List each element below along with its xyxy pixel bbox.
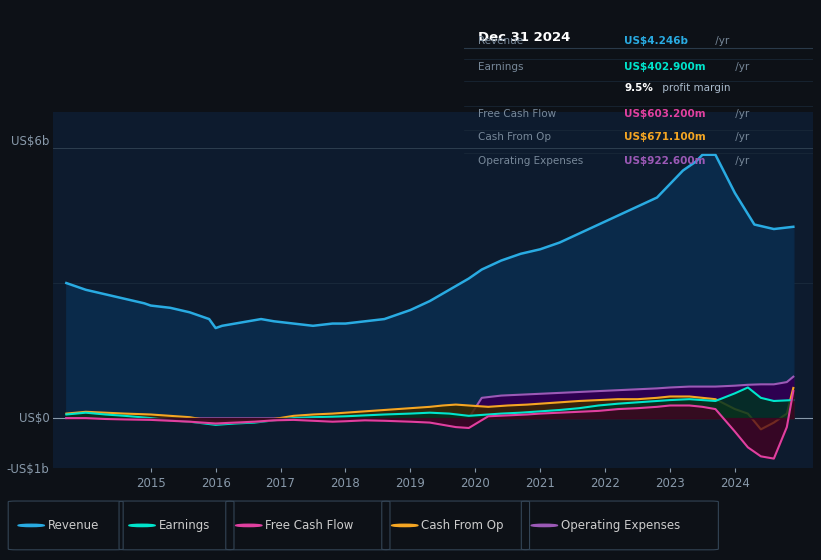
Text: US$671.100m: US$671.100m bbox=[624, 132, 706, 142]
Text: profit margin: profit margin bbox=[659, 83, 731, 94]
Text: Earnings: Earnings bbox=[158, 519, 210, 532]
Text: US$603.200m: US$603.200m bbox=[624, 109, 706, 119]
Circle shape bbox=[531, 524, 557, 526]
Text: Free Cash Flow: Free Cash Flow bbox=[478, 109, 556, 119]
Text: Cash From Op: Cash From Op bbox=[421, 519, 503, 532]
Text: Operating Expenses: Operating Expenses bbox=[561, 519, 680, 532]
Text: US$6b: US$6b bbox=[11, 135, 49, 148]
Text: Operating Expenses: Operating Expenses bbox=[478, 156, 583, 166]
Text: Dec 31 2024: Dec 31 2024 bbox=[478, 31, 571, 44]
Circle shape bbox=[18, 524, 44, 526]
Text: Cash From Op: Cash From Op bbox=[478, 132, 551, 142]
Text: /yr: /yr bbox=[732, 156, 749, 166]
Text: /yr: /yr bbox=[732, 62, 749, 72]
Text: -US$1b: -US$1b bbox=[7, 463, 49, 476]
Text: 9.5%: 9.5% bbox=[624, 83, 654, 94]
Text: Earnings: Earnings bbox=[478, 62, 523, 72]
Text: Revenue: Revenue bbox=[48, 519, 99, 532]
Circle shape bbox=[392, 524, 418, 526]
Text: /yr: /yr bbox=[732, 132, 749, 142]
Text: /yr: /yr bbox=[732, 109, 749, 119]
Text: /yr: /yr bbox=[713, 36, 730, 46]
Text: US$922.600m: US$922.600m bbox=[624, 156, 706, 166]
Text: Revenue: Revenue bbox=[478, 36, 523, 46]
Text: US$402.900m: US$402.900m bbox=[624, 62, 706, 72]
Text: US$4.246b: US$4.246b bbox=[624, 36, 688, 46]
Text: Free Cash Flow: Free Cash Flow bbox=[265, 519, 354, 532]
Circle shape bbox=[236, 524, 262, 526]
Text: US$0: US$0 bbox=[19, 412, 49, 424]
Circle shape bbox=[129, 524, 155, 526]
